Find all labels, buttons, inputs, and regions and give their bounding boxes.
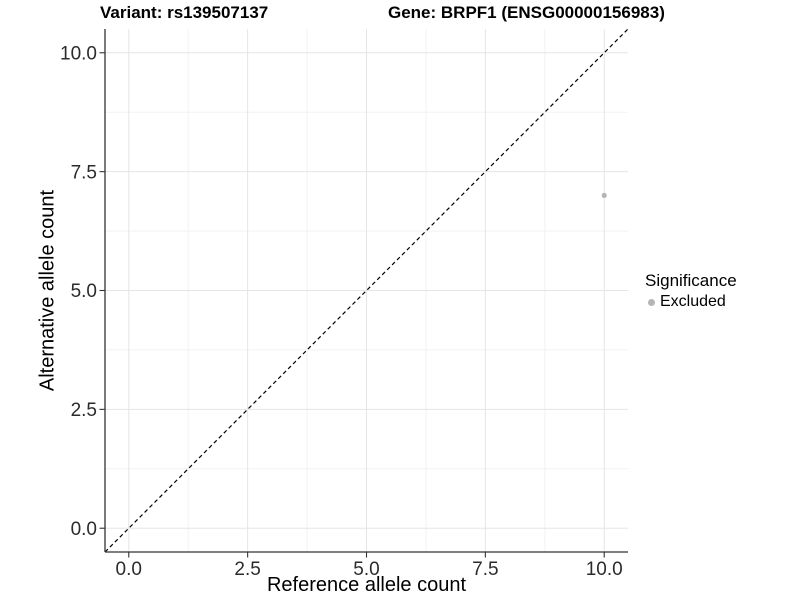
data-point — [601, 192, 607, 199]
y-axis-title: Alternative allele count — [36, 189, 59, 392]
legend-key-dot-icon — [648, 298, 655, 306]
x-tick-label: 5.0 — [353, 559, 379, 580]
x-axis-title: Reference allele count — [266, 574, 466, 596]
legend-title: Significance — [645, 271, 737, 290]
y-tick-label: 10.0 — [60, 43, 97, 64]
legend-item-label: Excluded — [660, 293, 726, 310]
legend: Significance Excluded — [645, 271, 737, 311]
y-tick-label: 5.0 — [71, 281, 97, 302]
gene-title: Gene: BRPF1 (ENSG00000156983) — [388, 3, 665, 22]
identity-reference-line — [104, 28, 629, 553]
legend-items: Excluded — [645, 293, 737, 311]
x-tick-label: 2.5 — [234, 559, 260, 580]
x-tick-label: 10.0 — [586, 559, 623, 580]
x-tick-label: 7.5 — [472, 559, 498, 580]
x-tick-label: 0.0 — [116, 559, 142, 580]
variant-title: Variant: rs139507137 — [100, 3, 269, 22]
y-tick-label: 0.0 — [71, 519, 97, 540]
legend-item: Excluded — [645, 293, 737, 311]
y-tick-label: 7.5 — [71, 162, 97, 183]
y-tick-label: 2.5 — [71, 400, 97, 421]
